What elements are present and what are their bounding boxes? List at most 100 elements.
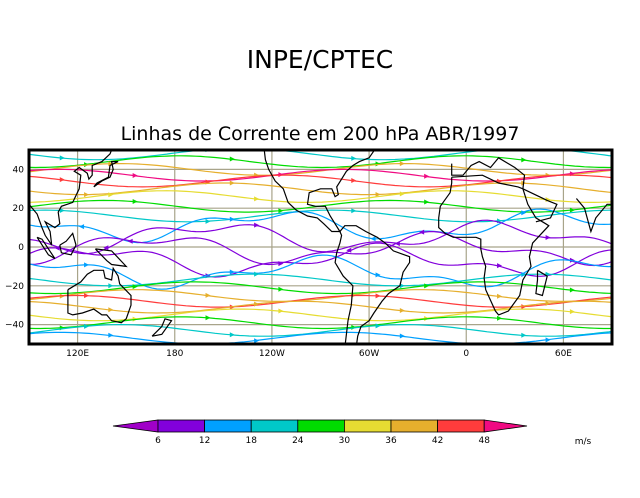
streamline-arrow [59,155,65,161]
longitude-tick-label: 120W [259,349,285,359]
streamlines [29,150,612,344]
colorbar-units: m/s [575,437,592,447]
streamline-arrow [545,337,551,343]
streamline-arrow [424,199,430,205]
streamline-arrow [205,292,211,298]
streamline-arrow [419,229,425,235]
streamline-arrow [375,272,381,278]
streamline-arrow [59,177,65,183]
streamline-arrow [79,224,85,230]
streamline-arrow [278,308,284,314]
streamline [29,219,612,255]
colorbar-swatch [157,419,205,433]
streamline-arrow [132,284,138,290]
streamline [29,316,612,330]
streamline-arrow [229,180,235,186]
streamline-arrow [351,177,357,183]
streamline-arrow [399,308,405,314]
streamline-arrow [545,300,551,306]
longitude-tick-label: 120E [66,349,89,359]
colorbar-low-extension [112,419,159,433]
streamline-map: 40 20 0 −20 −40 120E 180 120W 60W 0 60E [5,148,614,359]
coastline [151,318,173,337]
streamline [29,168,612,182]
colorbar-tick-label: 12 [199,436,210,446]
coastline [94,248,128,268]
streamline-arrow [370,236,376,242]
colorbar-tick-label: 30 [339,436,351,446]
streamline-arrow [346,247,352,253]
streamline-arrow [127,238,133,244]
streamline-arrow [229,156,235,162]
streamline-arrow [375,293,381,299]
streamline [29,182,612,196]
streamline [29,254,612,290]
streamline-arrow [569,287,575,293]
coastline [67,266,132,324]
colorbar-tick-label: 18 [245,436,257,446]
streamline [29,273,612,287]
streamline-arrow [84,192,90,198]
colorbar-tick-label: 48 [478,436,490,446]
map-frame [27,148,614,346]
streamline-arrow [399,283,405,289]
streamline [29,190,612,203]
streamline [29,155,612,169]
streamline [29,281,612,295]
streamline [29,289,612,302]
coastline [59,232,77,256]
colorbar-tick-label: 36 [385,436,397,446]
streamline-arrow [254,301,260,307]
streamline-arrow [399,191,405,197]
streamline-arrow [108,161,114,167]
colorbar-tick-label: 42 [432,436,443,446]
streamline-arrow [254,222,260,228]
streamline [29,174,612,188]
coastlines [29,150,612,344]
streamline-arrow [254,338,260,344]
colorbar-swatch [297,419,345,433]
coastline [438,174,550,316]
streamline [29,209,612,223]
streamline-arrow [424,173,430,179]
streamline-arrow [229,216,235,222]
colorbar-swatch [390,419,438,433]
streamline-arrow [254,196,260,202]
streamline-arrow [229,269,235,275]
streamline-arrow [132,172,138,178]
streamline-arrow [108,283,114,289]
streamline-arrow [399,161,405,167]
streamline-arrow [521,304,527,310]
streamline-arrow [569,309,575,315]
streamline-arrow [229,332,235,338]
colorbar-tick-label: 24 [292,436,304,446]
coastline [451,157,526,189]
streamline-arrow [375,323,381,329]
latitude-tick-label: 20 [13,204,25,214]
streamline-arrow [108,192,114,198]
streamline-arrow [375,192,381,198]
longitude-tick-label: 180 [166,349,183,359]
streamline-arrow [84,293,90,299]
streamline-arrow [84,323,90,329]
coastline [263,150,376,233]
streamline-arrow [521,157,527,163]
streamline-arrow [521,210,527,216]
latitude-tick-label: 40 [13,165,25,175]
streamline [29,308,612,322]
streamline-arrow [59,207,65,213]
streamline-arrow [497,315,503,321]
coastline [535,269,548,297]
figure-subtitle: Linhas de Corrente em 200 hPa ABR/1997 [121,123,520,145]
coastline [93,161,119,188]
streamline-arrow [103,245,109,251]
streamline [29,242,612,278]
latitude-tick-label: 0 [18,243,24,253]
figure-title: INPE/CPTEC [247,45,393,74]
streamline-arrow [545,235,551,241]
streamline-arrow [278,286,284,292]
longitude-tick-label: 60E [555,349,572,359]
latitude-tick-label: −20 [5,282,24,292]
streamline-arrow [351,155,357,161]
